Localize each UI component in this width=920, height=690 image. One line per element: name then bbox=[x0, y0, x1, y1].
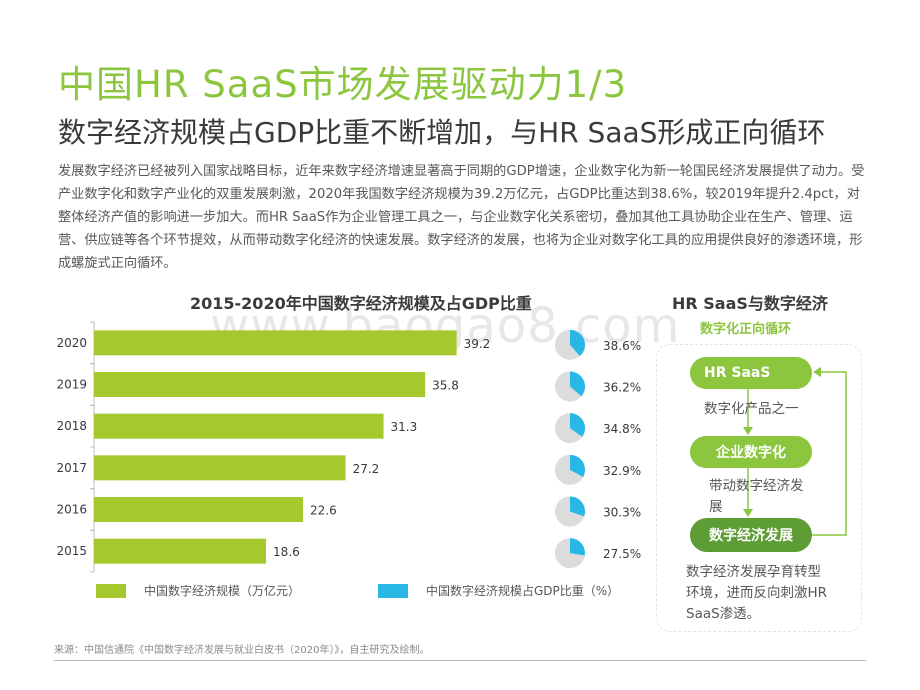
y-tick-label: 2018 bbox=[56, 419, 87, 433]
bar-2018 bbox=[94, 413, 384, 439]
pie-share-label: 34.8% bbox=[603, 422, 641, 436]
arrow-head-2 bbox=[743, 509, 753, 517]
y-tick-label: 2020 bbox=[56, 336, 87, 350]
bar-2017 bbox=[94, 455, 346, 481]
side-panel-subtitle: 数字化正向循环 bbox=[700, 322, 792, 337]
page-title: 中国HR SaaS市场发展驱动力1/3 bbox=[58, 63, 628, 106]
cycle-note-1: 数字化产品之一 bbox=[704, 401, 799, 417]
cycle-note-3: 数字经济发展孕育转型环境，进而反向刺激HR SaaS渗透。 bbox=[686, 564, 828, 622]
cycle-step-digital-economy: 数字经济发展 bbox=[690, 518, 812, 552]
pie-share-2016 bbox=[570, 496, 586, 517]
bar-value-label: 27.2 bbox=[353, 462, 380, 476]
legend-label-share: 中国数字经济规模占GDP比重（%） bbox=[426, 584, 620, 598]
legend-swatch-share bbox=[378, 583, 408, 598]
cycle-step-enterprise-digitalization: 企业数字化 bbox=[690, 436, 812, 468]
bar-2016 bbox=[94, 497, 304, 522]
bar-value-label: 18.6 bbox=[273, 545, 300, 559]
feedback-arrow-head bbox=[813, 367, 821, 377]
bar-value-label: 39.2 bbox=[464, 337, 491, 351]
bar-2020 bbox=[94, 330, 457, 356]
pie-share-2017 bbox=[570, 454, 586, 477]
chart-title: 2015-2020年中国数字经济规模及占GDP比重 bbox=[190, 294, 532, 313]
bar-value-label: 35.8 bbox=[432, 379, 459, 393]
bar-2019 bbox=[94, 372, 426, 397]
cycle-note-2: 带动数字经济发展 bbox=[709, 478, 804, 515]
pie-share-2018 bbox=[570, 413, 586, 437]
y-tick-label: 2017 bbox=[56, 461, 87, 475]
bottom-divider bbox=[54, 660, 866, 661]
intro-paragraph: 发展数字经济已经被列入国家战略目标，近年来数字经济增速显著高于同期的GDP增速，… bbox=[58, 164, 865, 271]
y-tick-label: 2015 bbox=[56, 544, 87, 558]
bar-2015 bbox=[94, 538, 267, 564]
pie-share-2015 bbox=[570, 538, 586, 556]
feedback-arrow bbox=[812, 371, 847, 536]
pie-share-label: 30.3% bbox=[603, 506, 641, 520]
pie-share-label: 38.6% bbox=[603, 339, 641, 353]
legend-label-scale: 中国数字经济规模（万亿元） bbox=[144, 584, 301, 598]
pie-share-label: 32.9% bbox=[603, 464, 641, 478]
page-subtitle: 数字经济规模占GDP比重不断增加，与HR SaaS形成正向循环 bbox=[58, 116, 826, 149]
pie-share-label: 27.5% bbox=[603, 547, 641, 561]
source-footnote: 来源：中国信通院《中国数字经济发展与就业白皮书（2020年）》，自主研究及绘制。 bbox=[54, 645, 430, 656]
legend-item-share: 中国数字经济规模占GDP比重（%） bbox=[378, 582, 619, 599]
bar-value-label: 31.3 bbox=[391, 420, 418, 434]
pie-share-2020 bbox=[570, 329, 586, 357]
legend-item-scale: 中国数字经济规模（万亿元） bbox=[96, 582, 300, 599]
y-tick-label: 2016 bbox=[56, 503, 87, 517]
y-tick-label: 2019 bbox=[56, 378, 87, 392]
arrow-head-1 bbox=[743, 427, 753, 435]
cycle-step-hr-saas: HR SaaS bbox=[690, 357, 812, 389]
side-panel-title: HR SaaS与数字经济 bbox=[672, 294, 828, 313]
pie-share-label: 36.2% bbox=[603, 381, 641, 395]
side-panel-frame bbox=[656, 344, 862, 632]
pie-share-2019 bbox=[570, 371, 586, 397]
legend-swatch-scale bbox=[96, 583, 126, 598]
bar-value-label: 22.6 bbox=[310, 504, 337, 518]
